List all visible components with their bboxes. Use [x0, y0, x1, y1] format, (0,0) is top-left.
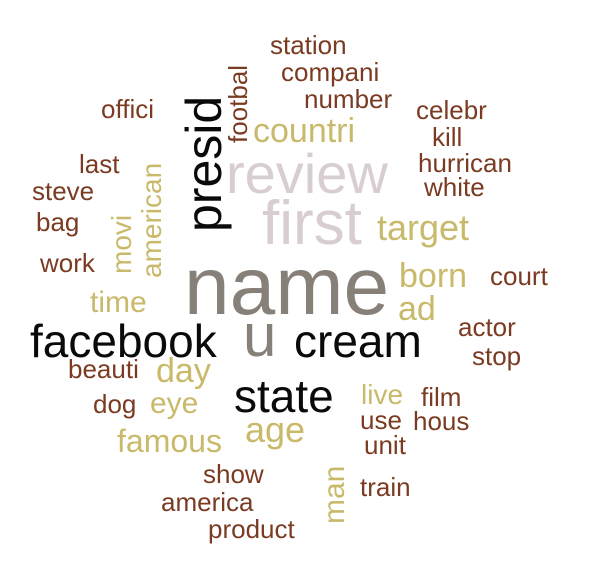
word-hous: hous	[413, 406, 470, 436]
word-ad: ad	[398, 290, 436, 328]
word-last: last	[79, 149, 120, 179]
word-hurrican: hurrican	[418, 148, 512, 178]
word-court: court	[490, 261, 548, 291]
word-compani: compani	[281, 57, 380, 87]
word-american: american	[136, 162, 167, 278]
word-live: live	[361, 379, 404, 410]
word-review: review	[226, 142, 388, 205]
word-countri: countri	[253, 112, 356, 150]
word-train: train	[360, 472, 411, 502]
word-man: man	[318, 465, 351, 524]
word-america: america	[161, 487, 254, 517]
word-station: station	[270, 30, 347, 60]
word-stop: stop	[472, 341, 522, 371]
word-age: age	[245, 409, 306, 450]
word-first: first	[262, 189, 362, 258]
word-unit: unit	[364, 430, 406, 460]
word-film: film	[421, 382, 462, 412]
word-product: product	[208, 514, 295, 544]
word-eye: eye	[150, 387, 199, 420]
word-kill: kill	[432, 122, 463, 152]
word-steve: steve	[32, 176, 95, 206]
word-beauti: beauti	[68, 354, 139, 384]
word-movi: movi	[106, 214, 137, 274]
word-presid: presid	[176, 95, 232, 232]
word-celebr: celebr	[416, 95, 487, 125]
word-footbal: footbal	[223, 64, 253, 143]
word-name: name	[184, 241, 390, 332]
word-show: show	[203, 459, 264, 489]
word-target: target	[377, 207, 470, 248]
word-white: white	[424, 172, 485, 202]
word-day: day	[156, 352, 211, 390]
word-bag: bag	[36, 207, 80, 237]
word-born: born	[399, 257, 468, 295]
word-use: use	[360, 405, 402, 435]
word-famous: famous	[117, 423, 222, 459]
word-number: number	[304, 84, 393, 114]
word-cream: cream	[294, 315, 422, 367]
word-facebook: facebook	[30, 315, 217, 367]
word-actor: actor	[458, 312, 516, 342]
word-work: work	[40, 248, 95, 278]
word-u: u	[243, 302, 277, 369]
word-state: state	[234, 370, 334, 422]
word-offici: offici	[101, 94, 154, 124]
word-time: time	[90, 286, 147, 319]
word-dog: dog	[93, 389, 137, 419]
